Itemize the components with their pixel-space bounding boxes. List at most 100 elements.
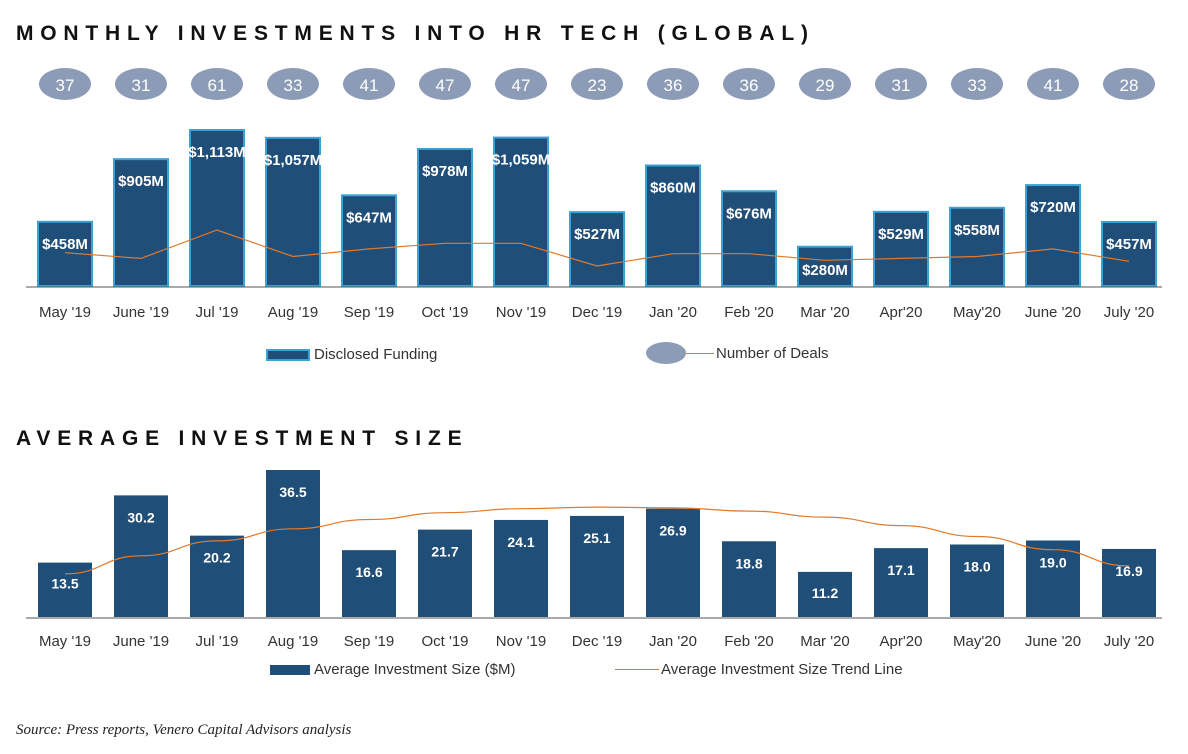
funding-label: $458M (42, 236, 88, 253)
funding-label: $905M (118, 173, 164, 190)
x-tick-label: Feb '20 (724, 304, 774, 321)
funding-label: $978M (422, 163, 468, 180)
number-of-deals-line (64, 229, 1130, 267)
x-tick-label: June '19 (113, 304, 169, 321)
deal-count-oval (495, 68, 547, 100)
x-tick-label: May '19 (39, 633, 91, 650)
legend-swatch-line (615, 669, 659, 670)
avg-size-bar (798, 571, 852, 617)
legend-label: Disclosed Funding (314, 346, 438, 363)
x-tick-label: June '19 (113, 633, 169, 650)
avg-size-bar (494, 519, 548, 617)
funding-bar (949, 206, 1005, 288)
deal-count-oval (343, 68, 395, 100)
deal-count-label: 28 (1120, 76, 1139, 95)
legend-label: Average Investment Size ($M) (314, 661, 516, 678)
funding-bar (265, 136, 321, 287)
average-investment-size-chart: 13.5 30.2 20.2 36.5 16.6 21.7 24.1 25.1 26.9 18.8… (26, 470, 1162, 650)
deal-count-label: 47 (512, 76, 531, 95)
legend-swatch-bar (266, 348, 310, 361)
avg-size-bar (874, 548, 928, 617)
deal-count-oval (115, 68, 167, 100)
avg-size-label: 13.5 (51, 576, 78, 592)
deal-count-label: 33 (284, 76, 303, 95)
avg-size-label: 18.8 (735, 555, 762, 571)
avg-size-label: 16.6 (355, 564, 382, 580)
funding-bar (797, 245, 853, 287)
avg-size-label: 11.2 (812, 585, 839, 601)
deal-count-label: 29 (816, 76, 835, 95)
deal-count-label: 33 (968, 76, 987, 95)
x-tick-label: Jan '20 (649, 304, 697, 321)
deal-count-oval (723, 68, 775, 100)
funding-label: $527M (574, 226, 620, 243)
source-note: Source: Press reports, Venero Capital Ad… (16, 722, 352, 738)
x-tick-label: Nov '19 (496, 633, 546, 650)
avg-size-bar (190, 535, 244, 617)
legend-swatch-oval (646, 342, 686, 364)
deal-count-oval (267, 68, 319, 100)
deal-count-label: 61 (208, 76, 227, 95)
x-tick-label: Oct '19 (421, 304, 468, 321)
deal-count-label: 41 (1044, 76, 1063, 95)
deal-count-label: 31 (132, 76, 151, 95)
avg-size-label: 36.5 (279, 484, 306, 500)
deal-count-oval (1027, 68, 1079, 100)
legend-item-trend-line: Average Investment Size Trend Line (615, 661, 903, 678)
deal-count-label: 36 (664, 76, 683, 95)
x-tick-label: Aug '19 (268, 304, 318, 321)
x-tick-label: May '19 (39, 304, 91, 321)
x-tick-label: June '20 (1025, 633, 1081, 650)
deal-count-oval (951, 68, 1003, 100)
chart-title-monthly-investments: MONTHLY INVESTMENTS INTO HR TECH (GLOBAL… (16, 22, 815, 45)
legend-swatch-bar (270, 664, 310, 675)
x-tick-label: Sep '19 (344, 633, 394, 650)
avg-size-label: 30.2 (127, 509, 154, 525)
deal-count-oval (571, 68, 623, 100)
deal-count-oval (419, 68, 471, 100)
deal-count-label: 31 (892, 76, 911, 95)
funding-bar (1025, 184, 1081, 287)
x-tick-label: Mar '20 (800, 633, 850, 650)
avg-size-label: 26.9 (659, 523, 686, 539)
deal-count-label: 23 (588, 76, 607, 95)
x-tick-label: May'20 (953, 304, 1001, 321)
avg-size-label: 25.1 (583, 530, 610, 546)
x-tick-label: Apr'20 (880, 633, 923, 650)
funding-bar (721, 190, 777, 287)
x-tick-label: Mar '20 (800, 304, 850, 321)
trend-line (64, 506, 1130, 575)
avg-size-label: 21.7 (431, 544, 458, 560)
x-tick-label: Dec '19 (572, 633, 622, 650)
x-tick-label: July '20 (1104, 304, 1154, 321)
avg-size-bar (1026, 540, 1080, 617)
funding-bar (569, 211, 625, 287)
deal-count-oval (191, 68, 243, 100)
funding-label: $676M (726, 205, 772, 222)
x-tick-label: Oct '19 (421, 633, 468, 650)
deal-count-label: 47 (436, 76, 455, 95)
avg-size-label: 18.0 (963, 559, 990, 575)
funding-bar (645, 164, 701, 288)
legend-label: Average Investment Size Trend Line (661, 661, 903, 678)
x-tick-label: May'20 (953, 633, 1001, 650)
x-tick-label: Jul '19 (196, 304, 239, 321)
x-tick-label: June '20 (1025, 304, 1081, 321)
avg-size-label: 20.2 (203, 550, 230, 566)
x-tick-label: Sep '19 (344, 304, 394, 321)
legend-label: Number of Deals (716, 344, 829, 362)
funding-bar (873, 210, 929, 287)
x-tick-label: Dec '19 (572, 304, 622, 321)
funding-bar (341, 194, 397, 288)
legend-item-disclosed-funding: Disclosed Funding (266, 346, 437, 363)
funding-bar (189, 129, 245, 287)
avg-size-label: 17.1 (887, 562, 914, 578)
deal-count-oval (1103, 68, 1155, 100)
legend-item-average-investment-size: Average Investment Size ($M) (270, 661, 515, 678)
avg-size-bar (950, 544, 1004, 617)
avg-size-bar (342, 550, 396, 617)
x-tick-label: Jan '20 (649, 633, 697, 650)
monthly-investments-chart: 37 31 61 33 41 47 47 23 36 36 29 31 33 41 28 $458M $905M… (26, 68, 1162, 321)
deal-count-label: 37 (56, 76, 75, 95)
funding-label: $647M (346, 209, 392, 226)
